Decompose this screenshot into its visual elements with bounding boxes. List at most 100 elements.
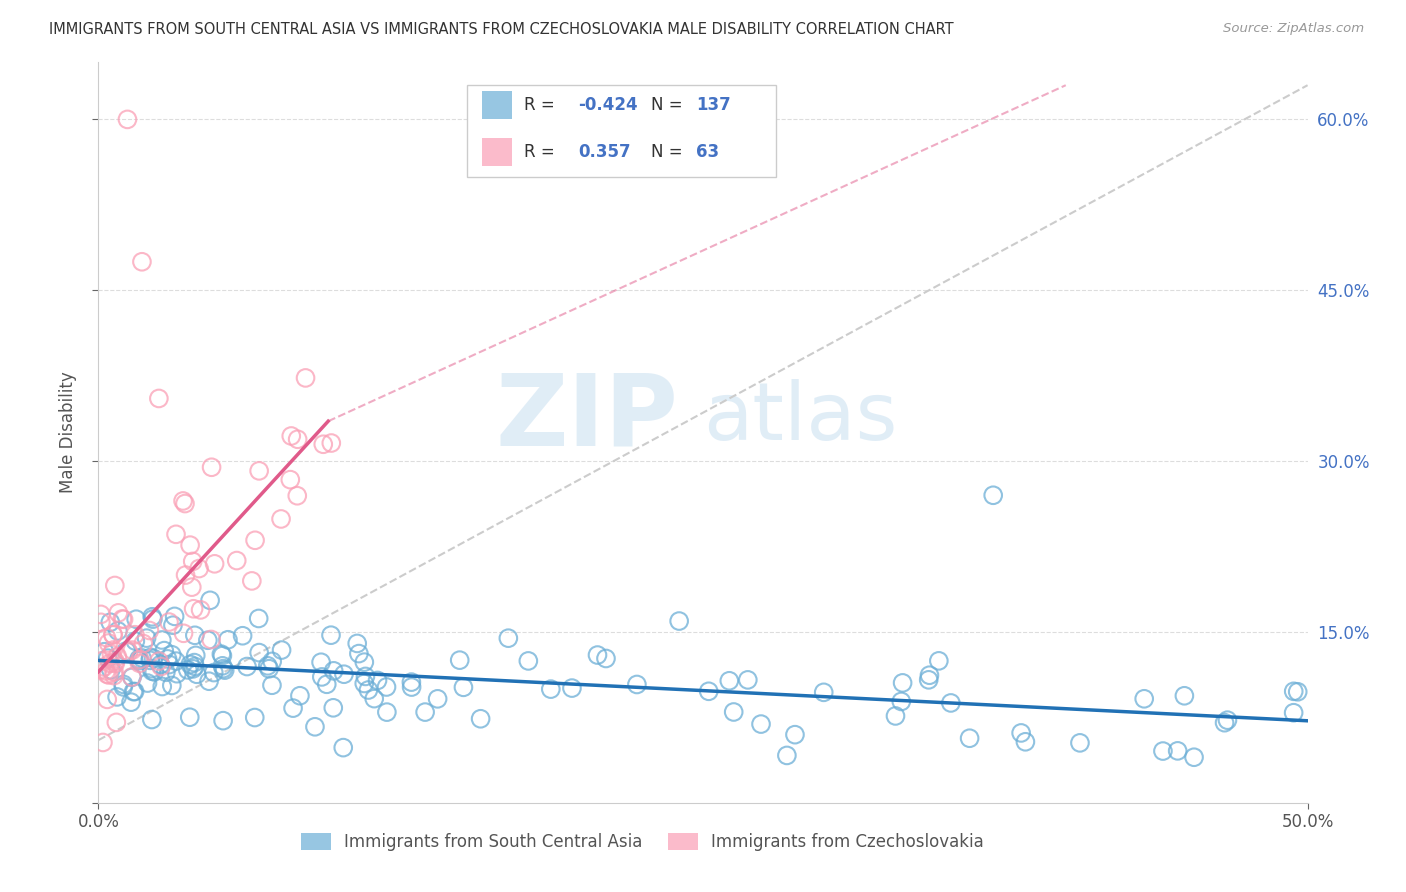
Point [141, 664, 163, 678]
Point [184, 648, 207, 663]
Point [198, 674, 221, 689]
Point [150, 632, 173, 647]
Point [1282, 684, 1305, 698]
Point [776, 748, 799, 763]
Point [262, 654, 284, 668]
Point [884, 709, 907, 723]
Point [697, 684, 720, 698]
Point [149, 657, 172, 672]
Point [155, 665, 177, 680]
Point [217, 632, 239, 647]
Point [100, 647, 122, 661]
Point [120, 695, 142, 709]
Point [150, 680, 173, 694]
Point [183, 656, 205, 670]
Point [939, 696, 962, 710]
Point [287, 432, 309, 446]
Point [139, 650, 162, 665]
Point [104, 654, 127, 668]
Point [891, 676, 914, 690]
Point [247, 646, 270, 660]
Y-axis label: Male Disability: Male Disability [59, 372, 77, 493]
Point [97, 636, 120, 650]
Point [122, 684, 145, 698]
Point [103, 643, 125, 657]
Point [981, 488, 1004, 502]
Point [142, 651, 165, 665]
Point [353, 676, 375, 690]
Point [186, 667, 208, 681]
Text: R =: R = [524, 143, 555, 161]
Point [1216, 713, 1239, 727]
Point [214, 663, 236, 677]
Point [124, 628, 146, 642]
Text: atlas: atlas [703, 379, 897, 457]
Point [173, 626, 195, 640]
Point [1152, 744, 1174, 758]
Point [160, 678, 183, 692]
Point [148, 392, 170, 406]
Point [163, 609, 186, 624]
Point [285, 489, 308, 503]
Point [240, 574, 263, 588]
Point [1133, 691, 1156, 706]
Point [270, 512, 292, 526]
Point [111, 612, 134, 626]
Point [498, 631, 520, 645]
Point [211, 658, 233, 673]
Point [401, 680, 423, 694]
Point [183, 601, 205, 615]
Point [128, 652, 150, 666]
Point [143, 665, 166, 679]
Point [188, 561, 211, 575]
Point [294, 371, 316, 385]
Point [93, 645, 115, 659]
Point [172, 494, 194, 508]
Point [959, 731, 981, 746]
Point [367, 673, 389, 688]
Point [90, 654, 112, 668]
Point [198, 593, 221, 607]
Point [247, 611, 270, 625]
Point [281, 701, 304, 715]
Point [212, 662, 235, 676]
Point [561, 681, 583, 695]
Point [319, 628, 342, 642]
Point [90, 663, 112, 677]
Point [141, 609, 163, 624]
Point [104, 578, 127, 592]
Point [918, 668, 941, 682]
Point [783, 728, 806, 742]
Point [309, 655, 332, 669]
Point [517, 654, 540, 668]
Point [918, 673, 941, 687]
Point [586, 648, 609, 662]
Point [270, 643, 292, 657]
Point [346, 636, 368, 650]
Point [243, 710, 266, 724]
Point [1069, 736, 1091, 750]
Text: R =: R = [524, 96, 555, 114]
Point [157, 657, 180, 672]
Point [236, 659, 259, 673]
Point [247, 464, 270, 478]
Point [125, 612, 148, 626]
Point [128, 652, 150, 666]
Point [723, 705, 745, 719]
Point [94, 664, 117, 678]
Point [153, 643, 176, 657]
Point [928, 654, 950, 668]
Point [103, 668, 125, 682]
Point [96, 631, 118, 645]
Point [540, 682, 562, 697]
Point [1213, 715, 1236, 730]
Point [141, 662, 163, 676]
Point [105, 715, 128, 730]
Text: -0.424: -0.424 [578, 96, 638, 114]
Point [1014, 735, 1036, 749]
Point [426, 691, 449, 706]
Bar [482, 91, 512, 120]
Point [98, 657, 121, 671]
Point [1167, 744, 1189, 758]
Point [212, 714, 235, 728]
